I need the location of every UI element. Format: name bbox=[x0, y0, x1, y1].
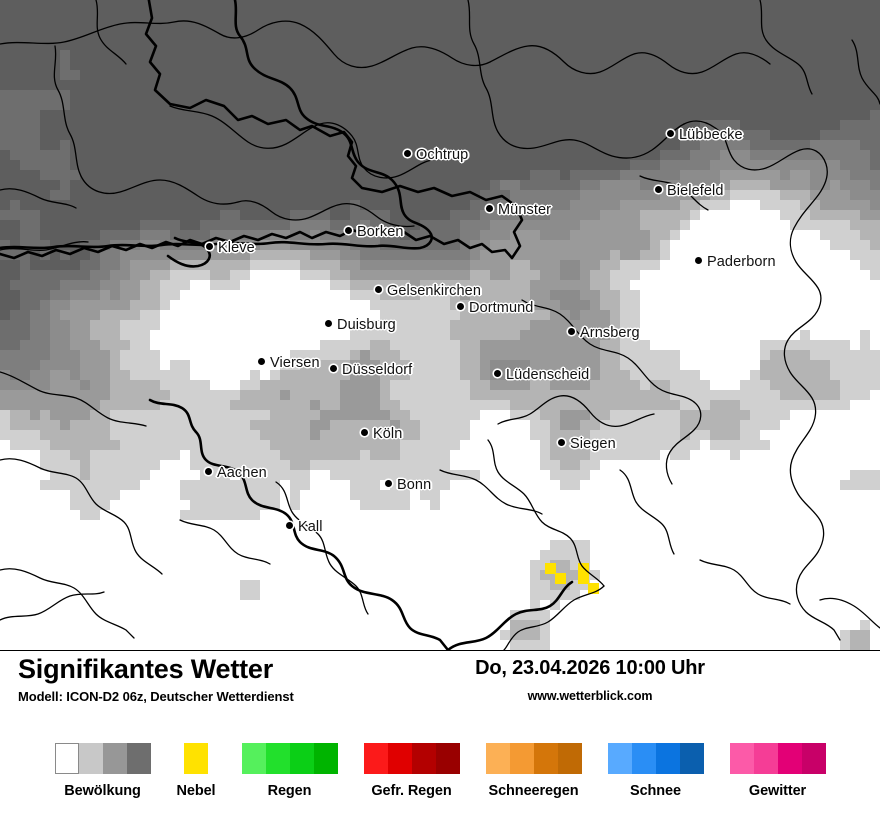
legend-swatches bbox=[54, 743, 151, 774]
legend-swatch bbox=[655, 743, 680, 774]
weather-map-panel[interactable]: Lübbecke Ochtrup Bielefeld Münster Borken Kle… bbox=[0, 0, 880, 651]
fog-cell bbox=[578, 573, 589, 584]
page-title: Signifikantes Wetter bbox=[18, 654, 274, 684]
cloud-cover-raster bbox=[0, 0, 880, 650]
legend-item-gefr-regen: Gefr. Regen bbox=[363, 743, 460, 799]
site-url: www.wetterblick.com bbox=[527, 689, 653, 703]
legend-item-gewitter: Gewitter bbox=[729, 743, 826, 799]
legend-swatch bbox=[411, 743, 436, 774]
fog-cell bbox=[588, 583, 599, 594]
legend-swatches bbox=[363, 743, 460, 774]
legend-swatch bbox=[241, 743, 266, 774]
legend-swatch bbox=[607, 743, 632, 774]
legend-item-bew-lkung: Bewölkung bbox=[54, 743, 151, 799]
legend-swatch bbox=[313, 743, 338, 774]
legend-label: Gewitter bbox=[748, 783, 807, 799]
valid-time: Do, 23.04.2026 10:00 Uhr bbox=[475, 657, 705, 679]
fog-cell bbox=[555, 573, 566, 584]
legend-swatch bbox=[533, 743, 558, 774]
legend: Bewölkung Nebel Regen Gefr. Regen Schneerege… bbox=[0, 743, 880, 799]
legend-item-schneeregen: Schneeregen bbox=[485, 743, 582, 799]
legend-swatches bbox=[485, 743, 582, 774]
legend-swatch bbox=[557, 743, 582, 774]
footer-header-row: Signifikantes Wetter Modell: ICON-D2 06z… bbox=[0, 651, 880, 717]
legend-label: Schneeregen bbox=[488, 783, 579, 799]
legend-swatch bbox=[54, 743, 79, 774]
fog-cell bbox=[578, 563, 589, 574]
legend-swatch bbox=[102, 743, 127, 774]
legend-item-schnee: Schnee bbox=[607, 743, 704, 799]
legend-swatches bbox=[241, 743, 338, 774]
footer-panel: Signifikantes Wetter Modell: ICON-D2 06z… bbox=[0, 651, 880, 830]
fog-cell bbox=[545, 563, 556, 574]
legend-item-nebel: Nebel bbox=[177, 743, 216, 799]
legend-swatch bbox=[289, 743, 314, 774]
legend-swatch bbox=[387, 743, 412, 774]
timestamp-block: Do, 23.04.2026 10:00 Uhr www.wetterblick… bbox=[300, 657, 880, 703]
legend-label: Nebel bbox=[176, 783, 216, 799]
legend-swatch bbox=[729, 743, 754, 774]
legend-swatch bbox=[801, 743, 826, 774]
legend-item-regen: Regen bbox=[241, 743, 338, 799]
legend-swatch bbox=[753, 743, 778, 774]
legend-label: Gefr. Regen bbox=[371, 783, 452, 799]
legend-swatch bbox=[126, 743, 151, 774]
legend-swatches bbox=[184, 743, 208, 774]
model-subtitle: Modell: ICON-D2 06z, Deutscher Wetterdie… bbox=[18, 689, 294, 705]
legend-swatch bbox=[485, 743, 510, 774]
legend-label: Schnee bbox=[630, 783, 681, 799]
legend-swatch bbox=[265, 743, 290, 774]
legend-swatch bbox=[363, 743, 388, 774]
legend-swatch bbox=[435, 743, 460, 774]
legend-swatch bbox=[78, 743, 103, 774]
legend-label: Bewölkung bbox=[64, 783, 141, 799]
title-block: Signifikantes Wetter Modell: ICON-D2 06z… bbox=[18, 654, 294, 705]
legend-swatch bbox=[184, 743, 208, 774]
legend-swatch bbox=[777, 743, 802, 774]
legend-swatches bbox=[729, 743, 826, 774]
legend-swatches bbox=[607, 743, 704, 774]
legend-swatch bbox=[631, 743, 656, 774]
legend-swatch bbox=[679, 743, 704, 774]
legend-swatch bbox=[509, 743, 534, 774]
legend-label: Regen bbox=[267, 783, 312, 799]
